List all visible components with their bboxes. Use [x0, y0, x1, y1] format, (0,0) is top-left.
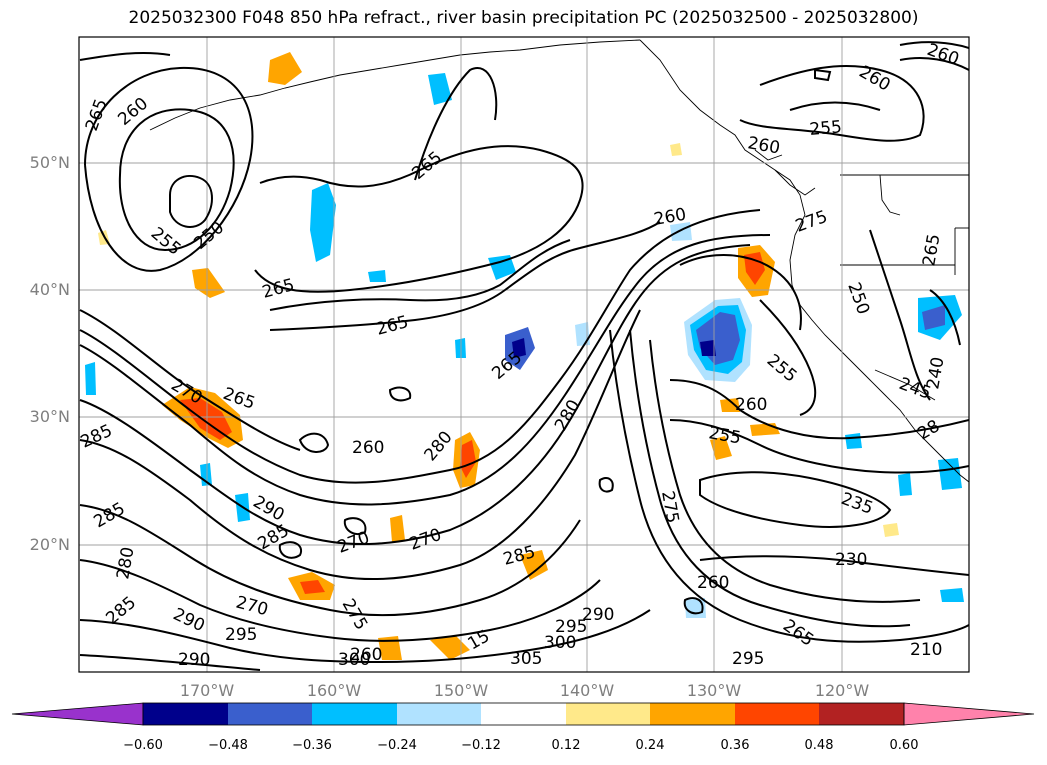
precip-patch [940, 588, 964, 602]
precip-patch [460, 440, 476, 478]
colorbar-segment [312, 703, 397, 725]
precip-patch [898, 473, 912, 496]
precip-patch [428, 73, 452, 105]
colorbar-segment [481, 703, 566, 725]
contours [79, 41, 969, 671]
colorbar-tick: 0.60 [889, 738, 919, 753]
lat-label-40n: 40°N [29, 280, 70, 299]
precip-patch [488, 255, 516, 280]
precip-patch [520, 550, 548, 580]
contour-label: 230 [835, 550, 867, 570]
precip-patch [744, 252, 765, 285]
colorbar-extend-high [903, 702, 1035, 726]
lat-label-50n: 50°N [29, 153, 70, 172]
precip-patch [192, 268, 225, 298]
colorbar [11, 702, 1035, 726]
precip-patch [368, 270, 386, 282]
precip-patch [310, 183, 336, 262]
precip-patch [378, 636, 402, 660]
colorbar-tick: 0.24 [635, 738, 665, 753]
map-title: 2025032300 F048 850 hPa refract., river … [128, 8, 919, 28]
precip-patch [710, 436, 732, 460]
precip-patch [455, 338, 466, 358]
contour-label: 300 [544, 633, 576, 653]
lat-label-30n: 30°N [29, 407, 70, 426]
precip-patch [720, 398, 740, 412]
colorbar-extend-low [11, 702, 144, 726]
contour-label: 260 [350, 645, 382, 665]
lon-label-140w: 140°W [559, 681, 615, 700]
colorbar-tick: 0.12 [551, 738, 581, 753]
colorbar-segment [735, 703, 819, 725]
colorbar-tick: 0.48 [804, 738, 834, 753]
colorbar-tick: −0.24 [377, 738, 417, 753]
lon-label-150w: 150°W [433, 681, 489, 700]
colorbar-segment [397, 703, 481, 725]
contour-label: 305 [510, 649, 542, 669]
contour-label: 290 [178, 650, 210, 670]
precip-patch [430, 635, 470, 660]
contour-label: 290 [582, 605, 614, 625]
lon-label-130w: 130°W [686, 681, 742, 700]
colorbar-segment [143, 703, 228, 725]
colorbar-tick: 0.36 [720, 738, 750, 753]
precip-patch [922, 305, 945, 330]
precip-patch [845, 433, 862, 449]
lon-label-120w: 120°W [814, 681, 870, 700]
contour-label: 300 [338, 650, 370, 670]
contour-label: 260 [735, 395, 767, 415]
precip-patch [883, 523, 899, 537]
contour-label: 210 [910, 640, 942, 660]
contour-label: 260 [697, 573, 729, 593]
precip-patch [750, 423, 780, 436]
map-frame [78, 36, 970, 673]
precip-shading [85, 52, 964, 660]
colorbar-tick: −0.36 [292, 738, 332, 753]
contour-label: 295 [225, 625, 257, 645]
precip-patch [390, 515, 405, 542]
contour-label: 260 [352, 438, 384, 458]
colorbar-frame [142, 702, 905, 726]
precip-patch [300, 580, 325, 594]
gridlines [79, 37, 969, 672]
lon-label-170w: 170°W [179, 681, 235, 700]
lat-label-20n: 20°N [29, 535, 70, 554]
contour-label: 295 [555, 617, 587, 637]
colorbar-segment [566, 703, 650, 725]
colorbar-tick: −0.60 [123, 738, 163, 753]
precip-patch [670, 143, 682, 156]
colorbar-segment [228, 703, 312, 725]
colorbar-segment [650, 703, 735, 725]
precip-patch [268, 52, 302, 85]
colorbar-tick: −0.48 [208, 738, 248, 753]
precip-patch [700, 340, 716, 356]
lon-label-160w: 160°W [306, 681, 362, 700]
colorbar-segment [819, 703, 904, 725]
contour-label: 255 [809, 117, 843, 140]
colorbar-tick: −0.12 [461, 738, 501, 753]
coastlines [149, 39, 969, 483]
precip-patch [512, 338, 526, 358]
precip-patch [575, 322, 590, 346]
precip-patch [85, 362, 96, 395]
precip-patch [938, 458, 962, 490]
precip-patch [180, 398, 232, 440]
contour-label: 295 [732, 649, 764, 669]
